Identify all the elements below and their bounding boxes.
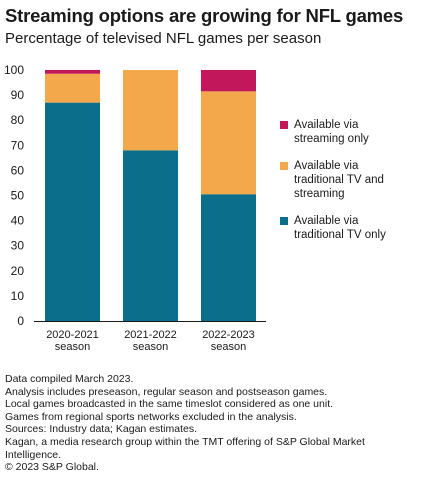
footnote-line: Games from regional sports networks excl… <box>5 410 297 423</box>
legend: Available via streaming only Available v… <box>280 118 420 255</box>
legend-label: traditional TV only <box>294 229 386 241</box>
y-tick-label: 40 <box>11 214 25 228</box>
legend-swatch <box>280 162 288 170</box>
bar-segment <box>201 91 256 195</box>
y-tick-label: 70 <box>11 138 25 152</box>
y-tick-label: 30 <box>11 239 25 253</box>
footnote-line: Sources: Industry data; Kagan estimates. <box>5 423 198 436</box>
x-axis-ticks: 2020-2021season2021-2022season2022-2023s… <box>46 329 255 353</box>
bar-segment <box>45 102 100 321</box>
y-tick-label: 80 <box>11 113 25 127</box>
bar-segment <box>123 70 178 151</box>
legend-label: Available via <box>294 160 359 172</box>
footnote-line: Intelligence. <box>5 448 62 461</box>
x-tick-label: 2020-2021 <box>46 329 99 341</box>
bar-segment <box>201 194 256 321</box>
bars <box>45 70 256 321</box>
x-tick-label: 2022-2023 <box>202 329 255 341</box>
footnote-line: Data compiled March 2023. <box>5 373 134 385</box>
legend-item-tv-and-streaming: Available via traditional TV and streami… <box>280 159 420 201</box>
x-tick-label: season <box>211 341 246 353</box>
footnotes: Data compiled March 2023. Analysis inclu… <box>5 373 420 474</box>
footnote-line: Local games broadcasted in the same time… <box>5 398 334 411</box>
chart-title: Streaming options are growing for NFL ga… <box>5 5 404 26</box>
legend-label: streaming <box>294 188 345 200</box>
y-axis-ticks: 0 10 20 30 40 50 60 70 80 90 100 <box>4 63 24 328</box>
y-tick-label: 50 <box>11 189 25 203</box>
legend-swatch <box>280 121 288 129</box>
y-tick-label: 10 <box>11 289 25 303</box>
x-tick-label: season <box>55 341 90 353</box>
y-tick-label: 100 <box>4 63 24 77</box>
bar-segment <box>123 150 178 321</box>
y-tick-label: 0 <box>17 314 24 328</box>
legend-label: Available via <box>294 215 359 227</box>
y-tick-label: 90 <box>11 88 25 102</box>
legend-item-tv-only: Available via traditional TV only <box>280 214 420 242</box>
y-tick-label: 20 <box>11 264 25 278</box>
legend-swatch <box>280 217 288 225</box>
footnote-line: Kagan, a media research group within the… <box>5 435 365 448</box>
x-tick-label: 2021-2022 <box>124 329 177 341</box>
bar-segment <box>45 73 100 103</box>
legend-label: Available via <box>294 119 359 131</box>
legend-label: traditional TV and <box>294 174 384 186</box>
footnote-line: Analysis includes preseason, regular sea… <box>5 385 328 398</box>
footnote-line: © 2023 S&P Global. <box>5 461 99 474</box>
x-tick-label: season <box>133 341 168 353</box>
chart-subtitle: Percentage of televised NFL games per se… <box>5 30 322 47</box>
legend-item-streaming-only: Available via streaming only <box>280 118 420 146</box>
y-tick-label: 60 <box>11 163 25 177</box>
bar-segment <box>45 70 100 74</box>
legend-label: streaming only <box>294 133 369 145</box>
bar-segment <box>201 70 256 92</box>
